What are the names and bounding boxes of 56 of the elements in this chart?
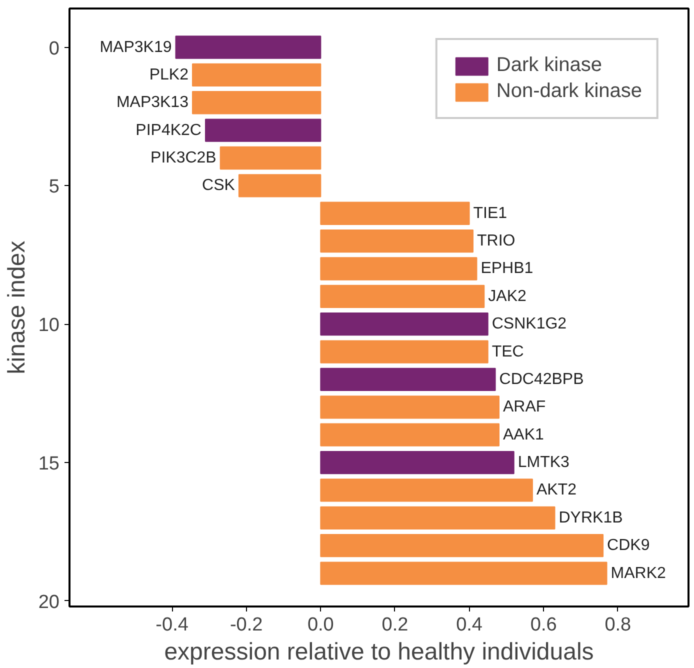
bar bbox=[175, 36, 322, 59]
annotation: MAP3K13 bbox=[116, 94, 189, 112]
bar bbox=[192, 63, 322, 87]
annotation: LMTK3 bbox=[518, 454, 570, 472]
bar bbox=[320, 534, 604, 558]
y-tick-label: 10 bbox=[38, 315, 60, 336]
bar bbox=[320, 340, 488, 364]
annotation: TEC bbox=[492, 343, 524, 360]
annotation: CDC42BPB bbox=[499, 370, 584, 388]
annotation: PLK2 bbox=[149, 66, 189, 84]
annotation: AKT2 bbox=[536, 482, 577, 499]
x-tick-label: -0.4 bbox=[156, 614, 189, 636]
legend-label: Non-dark kinase bbox=[496, 80, 642, 103]
x-axis-title: expression relative to healthy individuals bbox=[164, 638, 594, 666]
bar bbox=[320, 257, 478, 280]
annotation: CDK9 bbox=[607, 537, 650, 554]
y-axis-title: kinase index bbox=[3, 240, 30, 374]
annotation: EPHB1 bbox=[480, 260, 534, 278]
bar bbox=[320, 312, 488, 336]
bar bbox=[238, 174, 322, 198]
annotation: MAP3K19 bbox=[100, 38, 172, 56]
x-tick-label: 0.4 bbox=[456, 614, 483, 636]
annotation: JAK2 bbox=[488, 288, 526, 305]
legend-label: Dark kinase bbox=[496, 54, 602, 77]
bar bbox=[320, 202, 470, 225]
bar bbox=[320, 396, 500, 419]
y-tick-label: 0 bbox=[48, 38, 60, 60]
bar bbox=[320, 284, 485, 308]
bar bbox=[320, 229, 474, 253]
bar bbox=[320, 423, 500, 446]
x-tick-label: 0.0 bbox=[307, 614, 334, 636]
x-tick-label: 0.2 bbox=[382, 614, 408, 636]
bar bbox=[192, 91, 322, 114]
bar bbox=[204, 118, 322, 142]
x-tick-label: -0.2 bbox=[230, 614, 263, 636]
bar bbox=[320, 368, 496, 392]
annotation: MARK2 bbox=[610, 564, 666, 582]
y-tick-label: 5 bbox=[48, 176, 60, 198]
annotation: DYRK1B bbox=[558, 509, 623, 526]
bar bbox=[320, 506, 556, 530]
annotation: CSNK1G2 bbox=[492, 316, 567, 333]
annotation: AAK1 bbox=[503, 426, 544, 444]
x-tick-label: 0.6 bbox=[530, 614, 557, 636]
annotation: TIE1 bbox=[473, 204, 508, 222]
bar bbox=[320, 450, 514, 474]
annotation: CSK bbox=[202, 177, 236, 194]
annotation: ARAF bbox=[503, 398, 546, 416]
y-tick-label: 20 bbox=[38, 592, 60, 613]
bar bbox=[220, 146, 322, 170]
annotation: PIP4K2C bbox=[136, 122, 202, 139]
annotation: PIK3C2B bbox=[150, 150, 216, 166]
bar bbox=[320, 478, 533, 502]
bar bbox=[320, 562, 608, 585]
x-tick-label: 0.8 bbox=[604, 614, 632, 636]
annotation: TRIO bbox=[477, 232, 516, 250]
y-tick-label: 15 bbox=[38, 454, 60, 475]
